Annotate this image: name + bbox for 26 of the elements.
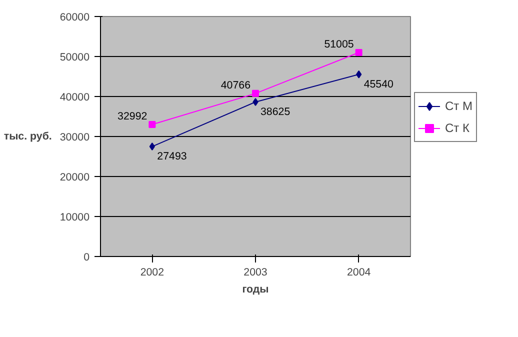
legend-label: Ст К (445, 121, 470, 135)
point (149, 142, 155, 151)
legend-label: Ст М (445, 99, 472, 113)
x-tick-label: 2003 (244, 266, 268, 278)
data-label: 38625 (260, 106, 290, 118)
point (252, 90, 259, 97)
y-tick-label: 50000 (60, 52, 90, 64)
data-label: 51005 (324, 38, 354, 50)
point (356, 70, 362, 78)
point (148, 121, 156, 128)
data-label: 45540 (364, 78, 394, 90)
y-tick-label: 60000 (60, 12, 90, 24)
point (252, 98, 258, 106)
y-tick-label: 10000 (60, 212, 90, 224)
data-label: 40766 (220, 79, 251, 92)
x-axis-title: годы (242, 284, 269, 296)
y-tick-label: 40000 (60, 92, 90, 104)
point (355, 48, 362, 56)
y-tick-label: 0 (84, 252, 90, 264)
data-label: 27493 (157, 150, 187, 163)
x-tick-label: 2002 (140, 266, 164, 278)
y-axis-title: тыс. руб. (4, 130, 52, 142)
y-tick-label: 30000 (60, 132, 90, 144)
y-tick-label: 20000 (60, 172, 90, 184)
data-label: 32992 (118, 110, 148, 123)
x-tick-label: 2004 (346, 266, 371, 278)
